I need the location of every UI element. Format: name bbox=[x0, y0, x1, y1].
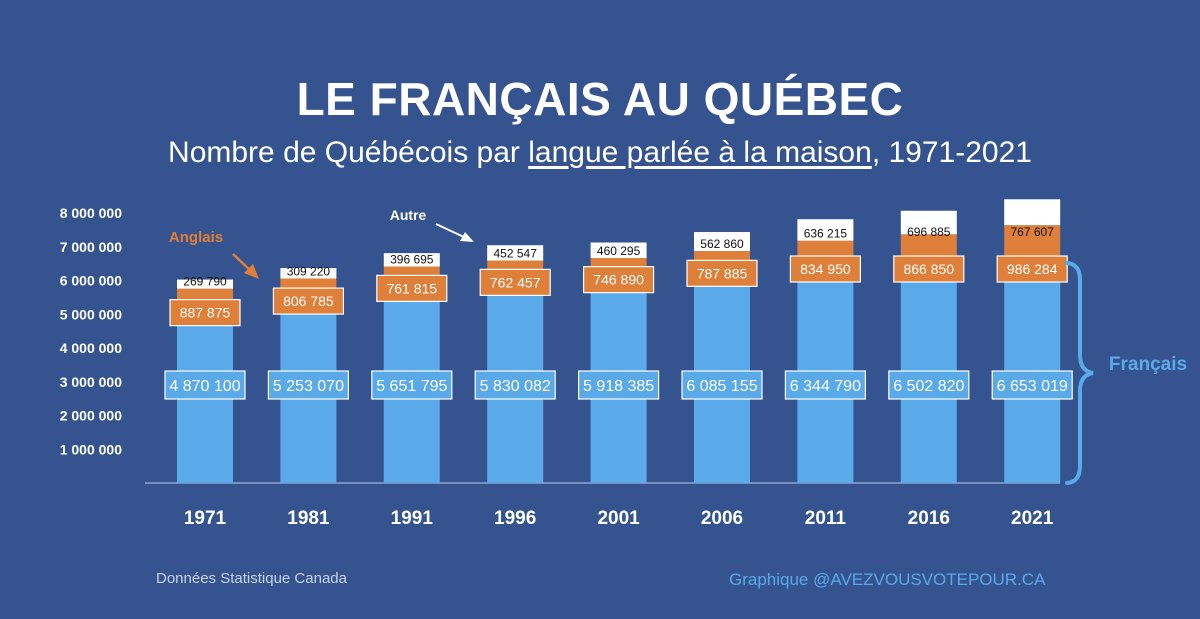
data-label-autre: 767 607 bbox=[1011, 225, 1055, 239]
data-label-autre: 696 885 bbox=[907, 225, 951, 239]
label-box-francais bbox=[577, 370, 660, 400]
label-box-francais bbox=[474, 370, 556, 400]
subtitle-suffix: , 1971-2021 bbox=[871, 136, 1032, 169]
arrow-autre-head bbox=[460, 232, 474, 242]
data-label-francais: 5 651 795 bbox=[376, 378, 447, 395]
subtitle-underlined: langue parlée à la maison bbox=[528, 136, 872, 169]
bar-autre bbox=[280, 268, 337, 279]
x-tick-label: 2001 bbox=[597, 508, 640, 529]
bar-autre bbox=[900, 210, 957, 235]
data-label-anglais: 887 875 bbox=[180, 305, 231, 321]
bar-anglais bbox=[1004, 225, 1061, 259]
bar-autre bbox=[177, 279, 233, 289]
label-box-francais bbox=[681, 370, 763, 400]
annotation-anglais: Anglais bbox=[169, 229, 223, 246]
x-tick-label: 2016 bbox=[908, 508, 950, 529]
annotation-francais: Français bbox=[1109, 354, 1187, 375]
data-label-anglais: 787 885 bbox=[697, 265, 748, 281]
data-label-francais: 5 830 082 bbox=[480, 378, 551, 395]
arrow-autre-line bbox=[435, 223, 467, 239]
data-label-francais: 5 918 385 bbox=[583, 378, 654, 395]
data-label-autre: 452 547 bbox=[494, 247, 538, 261]
data-label-anglais: 746 890 bbox=[593, 272, 644, 288]
label-box-francais bbox=[784, 370, 867, 400]
label-box-anglais bbox=[376, 274, 448, 302]
y-tick-label: 6 000 000 bbox=[60, 273, 122, 289]
label-box-anglais bbox=[479, 268, 551, 296]
source-note: Données Statistique Canada bbox=[156, 570, 347, 587]
data-label-anglais: 806 785 bbox=[283, 293, 334, 309]
data-label-autre: 396 695 bbox=[390, 253, 434, 267]
bar-autre bbox=[383, 253, 440, 267]
label-box-francais bbox=[267, 370, 349, 400]
chart-subtitle: Nombre de Québécois par langue parlée à … bbox=[0, 136, 1200, 170]
bar-francais bbox=[177, 318, 233, 483]
data-label-francais: 4 870 100 bbox=[169, 378, 240, 395]
y-tick-label: 5 000 000 bbox=[60, 306, 122, 322]
x-tick-label: 1971 bbox=[184, 508, 227, 529]
label-box-anglais bbox=[582, 266, 655, 294]
y-tick-label: 3 000 000 bbox=[60, 374, 122, 390]
data-label-autre: 562 860 bbox=[700, 237, 744, 251]
bar-autre bbox=[590, 242, 647, 259]
label-box-anglais bbox=[996, 255, 1068, 283]
bar-autre bbox=[487, 245, 544, 261]
label-box-francais bbox=[888, 370, 970, 400]
x-tick-label: 1991 bbox=[391, 508, 434, 529]
x-tick-label: 1981 bbox=[287, 508, 330, 529]
data-label-autre: 460 295 bbox=[597, 244, 641, 258]
credit-note: Graphique @AVEZVOUSVOTEPOUR.CA bbox=[729, 570, 1046, 589]
bar-autre bbox=[1004, 199, 1061, 226]
chart-title: LE FRANÇAIS AU QUÉBEC bbox=[296, 73, 904, 125]
label-box-francais bbox=[164, 370, 246, 400]
data-label-francais: 6 502 820 bbox=[893, 378, 964, 395]
label-box-francais bbox=[371, 370, 453, 400]
y-tick-label: 4 000 000 bbox=[60, 340, 122, 356]
y-tick-label: 7 000 000 bbox=[60, 239, 122, 255]
data-label-anglais: 986 284 bbox=[1007, 261, 1058, 277]
label-box-anglais bbox=[169, 299, 241, 327]
y-tick-label: 8 000 000 bbox=[60, 205, 122, 221]
data-label-anglais: 761 815 bbox=[386, 280, 437, 296]
arrow-anglais-head bbox=[244, 264, 259, 279]
y-tick-label: 2 000 000 bbox=[60, 408, 122, 424]
label-box-anglais bbox=[893, 255, 965, 283]
data-label-anglais: 762 457 bbox=[490, 274, 541, 290]
data-label-anglais: 834 950 bbox=[800, 261, 851, 277]
x-tick-label: 2021 bbox=[1011, 508, 1054, 529]
x-tick-label: 2011 bbox=[805, 508, 847, 529]
label-box-francais bbox=[991, 370, 1073, 400]
label-box-anglais bbox=[272, 287, 344, 315]
data-label-anglais: 866 850 bbox=[903, 261, 954, 277]
data-label-autre: 269 790 bbox=[183, 275, 227, 289]
x-tick-label: 2006 bbox=[701, 508, 743, 529]
data-label-francais: 5 253 070 bbox=[273, 378, 344, 395]
data-label-autre: 309 220 bbox=[287, 264, 331, 278]
y-tick-label: 1 000 000 bbox=[60, 441, 122, 457]
data-label-francais: 6 085 155 bbox=[686, 378, 757, 395]
x-tick-label: 1996 bbox=[494, 508, 536, 529]
label-box-anglais bbox=[789, 255, 862, 283]
subtitle-prefix: Nombre de Québécois par bbox=[168, 136, 529, 169]
data-label-francais: 6 653 019 bbox=[997, 378, 1068, 395]
data-label-autre: 636 215 bbox=[804, 227, 848, 241]
label-box-anglais bbox=[686, 259, 758, 287]
annotation-autre: Autre bbox=[390, 207, 427, 223]
brace-francais bbox=[1065, 261, 1094, 485]
bar-autre bbox=[694, 232, 750, 252]
bar-autre bbox=[797, 219, 854, 241]
data-label-francais: 6 344 790 bbox=[790, 378, 861, 395]
